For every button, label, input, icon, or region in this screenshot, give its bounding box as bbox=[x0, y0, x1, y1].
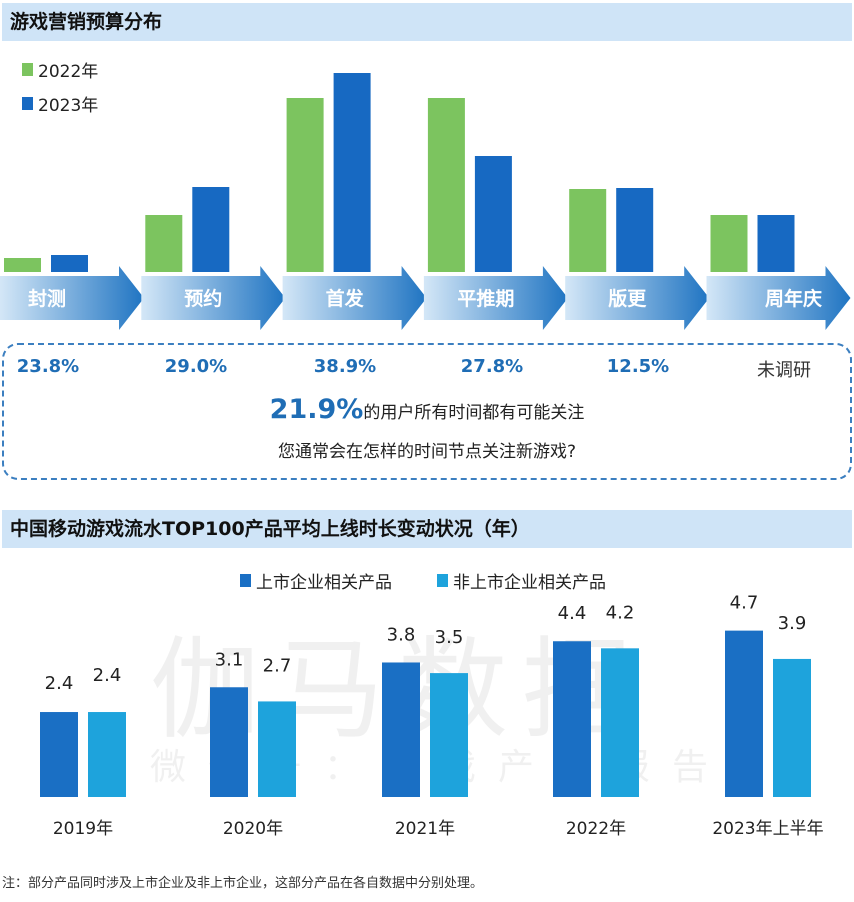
legend-item-listed: 上市企业相关产品 bbox=[240, 568, 392, 593]
attention-share-value: 23.8% bbox=[16, 356, 80, 377]
bar-2022 bbox=[427, 98, 465, 272]
highlight-text: 的用户所有时间都有可能关注 bbox=[363, 403, 585, 423]
legend-item-2022: 2022年 bbox=[22, 57, 98, 82]
chart1-title: 游戏营销预算分布 bbox=[2, 3, 852, 41]
attention-box bbox=[2, 343, 852, 480]
bar-2022 bbox=[4, 258, 41, 272]
bar-2023 bbox=[333, 73, 371, 272]
stage-arrow bbox=[141, 266, 286, 330]
stage-label: 周年庆 bbox=[765, 287, 822, 310]
bar-2023 bbox=[474, 156, 512, 272]
legend-item-2023: 2023年 bbox=[22, 91, 98, 116]
highlight-line: 21.9%的用户所有时间都有可能关注 bbox=[0, 394, 854, 425]
attention-share-value: 29.0% bbox=[164, 356, 228, 377]
bar-2023 bbox=[757, 215, 795, 272]
x-tick-label: 2021年 bbox=[395, 819, 455, 839]
attention-share-value: 12.5% bbox=[606, 356, 670, 377]
stage-label: 预约 bbox=[184, 287, 222, 310]
stage-label: 封测 bbox=[28, 287, 66, 310]
bar-2023 bbox=[616, 188, 654, 272]
data-label: 4.4 bbox=[558, 603, 587, 624]
attention-share-value: 27.8% bbox=[460, 356, 524, 377]
bar-2023 bbox=[51, 255, 88, 272]
bar-listed bbox=[725, 630, 763, 797]
data-label: 3.1 bbox=[215, 649, 244, 670]
bar-listed bbox=[553, 641, 591, 797]
bar-unlisted bbox=[88, 712, 126, 797]
stage-label: 首发 bbox=[326, 287, 365, 310]
attention-share-value: 未调研 bbox=[757, 360, 811, 381]
survey-question: 您通常会在怎样的时间节点关注新游戏? bbox=[277, 442, 577, 462]
bar-unlisted bbox=[773, 658, 811, 797]
data-label: 3.5 bbox=[435, 627, 464, 648]
chart1-svg: 封测 预约 首发 平推期 版更 周年庆 bbox=[0, 73, 851, 330]
legend-item-unlisted: 非上市企业相关产品 bbox=[437, 568, 606, 593]
legend-swatch bbox=[22, 97, 33, 110]
stage-arrow bbox=[565, 266, 710, 330]
bar-2022 bbox=[145, 215, 183, 272]
legend-swatch bbox=[22, 63, 33, 76]
stage-arrow bbox=[282, 266, 427, 330]
highlight-value: 21.9% bbox=[269, 394, 364, 425]
x-tick-label: 2023年上半年 bbox=[712, 819, 823, 839]
data-label: 2.7 bbox=[263, 655, 292, 676]
stage-arrow bbox=[423, 266, 568, 330]
bar-listed bbox=[40, 712, 78, 797]
x-tick-label: 2019年 bbox=[53, 819, 113, 839]
legend-swatch bbox=[437, 574, 448, 587]
stage-arrow bbox=[0, 266, 144, 330]
bar-unlisted bbox=[258, 701, 296, 797]
legend-label: 上市企业相关产品 bbox=[256, 573, 392, 593]
stage-label: 平推期 bbox=[457, 287, 514, 310]
legend-label: 2023年 bbox=[38, 96, 99, 116]
data-label: 2.4 bbox=[93, 665, 122, 686]
data-label: 4.7 bbox=[730, 593, 759, 614]
bar-2023 bbox=[192, 187, 230, 272]
bar-listed bbox=[210, 687, 248, 797]
bar-2022 bbox=[569, 189, 607, 272]
footnote: 注：部分产品同时涉及上市企业及非上市企业，这部分产品在各自数据中分别处理。 bbox=[2, 876, 484, 891]
legend-label: 非上市企业相关产品 bbox=[453, 573, 606, 593]
chart2-title: 中国移动游戏流水TOP100产品平均上线时长变动状况（年） bbox=[2, 510, 852, 548]
x-tick-label: 2022年 bbox=[566, 819, 626, 839]
stage-label: 版更 bbox=[608, 287, 647, 310]
data-label: 2.4 bbox=[45, 673, 74, 694]
bar-2022 bbox=[710, 215, 748, 272]
x-tick-label: 2020年 bbox=[223, 819, 283, 839]
data-label: 3.8 bbox=[387, 624, 416, 645]
data-label: 3.9 bbox=[778, 613, 807, 634]
bar-unlisted bbox=[430, 673, 468, 797]
attention-share-value: 38.9% bbox=[313, 356, 377, 377]
legend-swatch bbox=[240, 574, 251, 587]
stage-arrow bbox=[706, 266, 851, 330]
data-label: 4.2 bbox=[606, 602, 635, 623]
bar-2022 bbox=[286, 98, 324, 272]
legend-label: 2022年 bbox=[38, 62, 99, 82]
bar-unlisted bbox=[601, 648, 639, 797]
bar-listed bbox=[382, 662, 420, 797]
